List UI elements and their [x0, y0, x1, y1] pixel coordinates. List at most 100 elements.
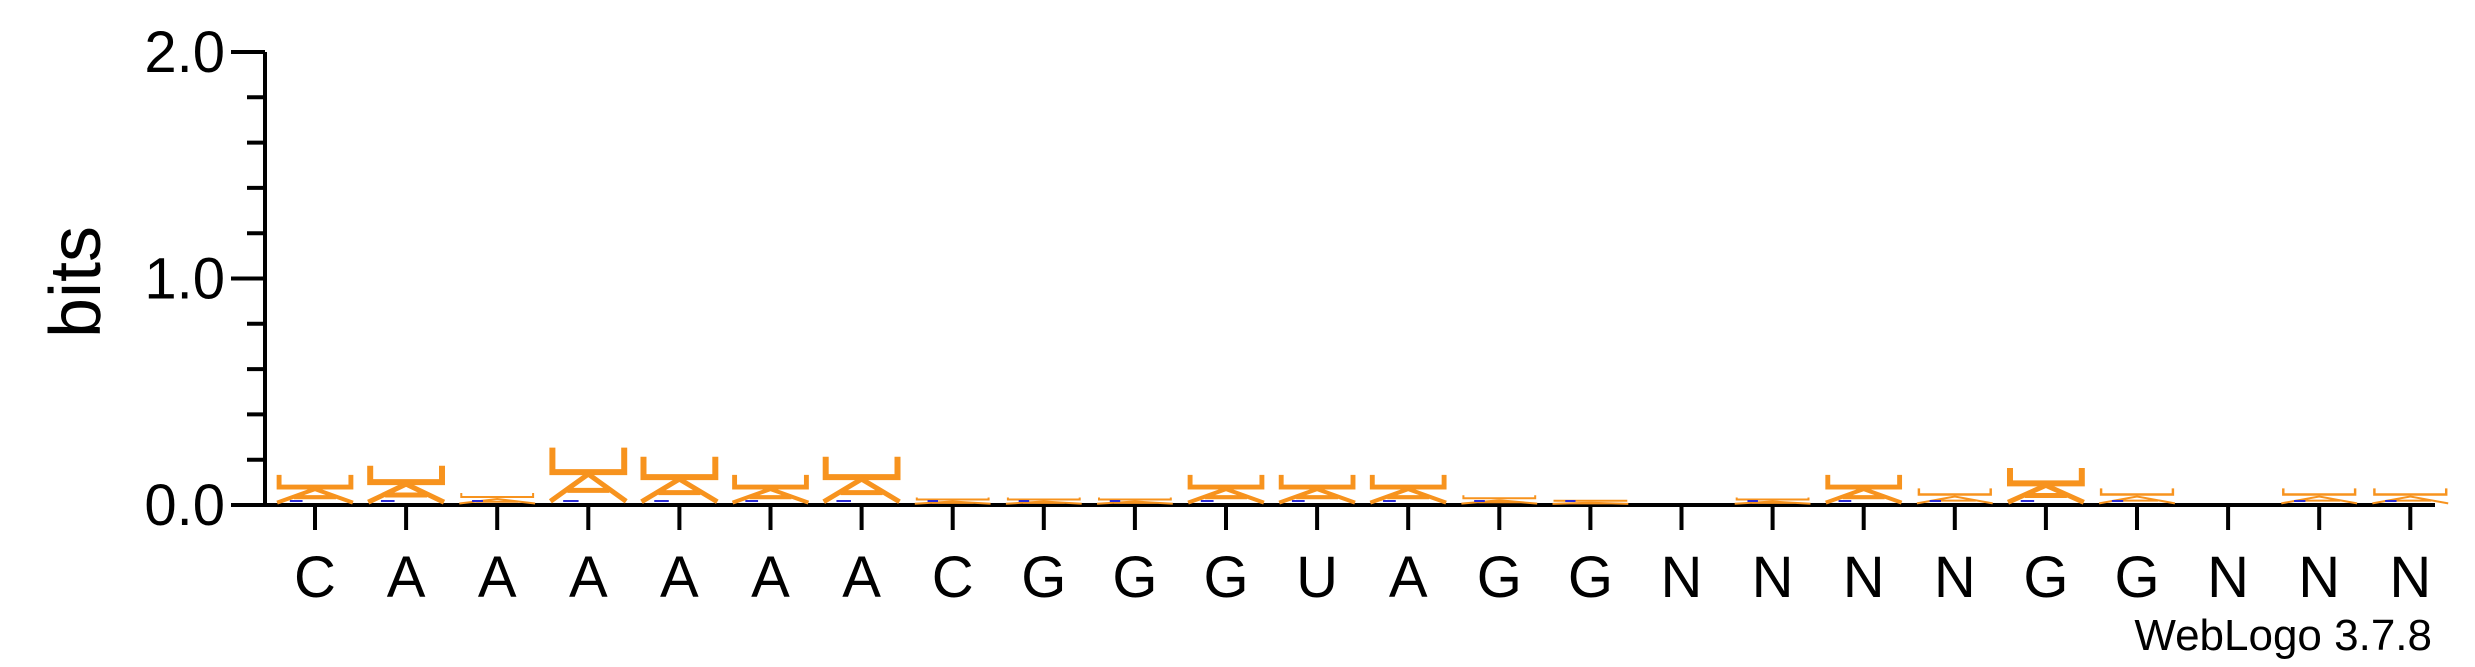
x-tick-label: A [569, 545, 608, 610]
logo-letter [2373, 488, 2448, 496]
x-tick-label: N [1843, 545, 1885, 610]
logo-letter-minor [380, 500, 395, 502]
logo-letter [640, 456, 719, 481]
logo-letter [2098, 495, 2176, 505]
logo-letter [276, 486, 354, 505]
y-axis: 0.0 1.0 2.0 [144, 20, 267, 538]
logo-letter-minor [745, 500, 759, 502]
logo-stack [2372, 488, 2449, 505]
logo-letter-minor [1109, 500, 1121, 502]
logo-stack [731, 474, 810, 505]
logo-letter-minor [1383, 500, 1396, 502]
logo-letter [1278, 474, 1356, 490]
logo-letter [732, 474, 809, 490]
logo-letter [640, 476, 719, 504]
logo-letter-minor [654, 500, 669, 502]
logo-letter [549, 447, 628, 476]
x-tick-label: C [932, 545, 974, 610]
logo-letter-minor [1565, 500, 1576, 502]
logo-letter-minor [289, 500, 303, 502]
logo-letter [731, 486, 810, 505]
logo-letter-minor [1838, 500, 1852, 502]
logo-letter [1369, 474, 1447, 490]
x-tick-label: A [1389, 545, 1428, 610]
x-tick-label: A [660, 545, 699, 610]
x-tick-label: G [1112, 545, 1157, 610]
x-tick-label: A [387, 545, 426, 610]
logo-stack [1187, 474, 1265, 505]
logo-letter [2099, 488, 2175, 496]
logo-stack [1096, 497, 1173, 505]
logo-letter-minor [1747, 500, 1758, 502]
logo-letter [1005, 500, 1082, 505]
logo-stack [1734, 497, 1811, 505]
logo-letter [822, 456, 901, 481]
x-tick-label: G [2114, 545, 2159, 610]
logo-letter [2372, 495, 2449, 505]
x-tick-label: N [1752, 545, 1794, 610]
logo-letter [367, 465, 446, 486]
logo-letter [276, 474, 354, 490]
logo-letter [915, 497, 990, 501]
logo-letter [1369, 486, 1447, 505]
logo-letter-minor [1929, 500, 1942, 502]
logo-stack [459, 492, 536, 505]
logo-letter [1825, 474, 1903, 490]
x-tick-label: G [1021, 545, 1066, 610]
logo-letter [1916, 495, 1993, 505]
logo-letter [1825, 486, 1903, 505]
logo-letter-minor [472, 500, 483, 502]
logo-letter [2281, 495, 2358, 505]
logo-stack [2006, 468, 2085, 505]
logo-letter [460, 492, 535, 499]
x-tick-label: N [1934, 545, 1976, 610]
x-tick-label: C [294, 545, 336, 610]
logo-stack [1916, 488, 1993, 505]
logo-letter-minor [1200, 500, 1214, 502]
logo-stack [822, 456, 901, 504]
logo-letter [1553, 499, 1628, 502]
logo-letter [1917, 488, 1992, 496]
logo-letter-minor [2111, 500, 2124, 502]
logo-letter-minor [1018, 500, 1030, 502]
logo-letter [1552, 501, 1629, 505]
logo-letter [1187, 486, 1265, 505]
y-tick-label: 1.0 [144, 247, 225, 312]
logo-letter [1097, 497, 1172, 501]
weblogo-credit: WebLogo 3.7.8 [2134, 611, 2432, 660]
logo-letter [914, 500, 991, 505]
logo-letter [548, 471, 628, 504]
logo-stack [1278, 474, 1356, 505]
x-tick-label: A [478, 545, 517, 610]
x-tick-label: N [2207, 545, 2249, 610]
logo-letter-minor [1474, 500, 1485, 502]
logo-letter [1462, 495, 1537, 500]
logo-letter-minor [563, 500, 579, 502]
logo-stack [2281, 488, 2358, 505]
logo-letter [459, 498, 536, 505]
x-tick-label: N [2298, 545, 2340, 610]
x-tick-label: G [1568, 545, 1613, 610]
logo-letter [2006, 482, 2085, 505]
logo-letter [1187, 474, 1265, 490]
logo-letter [2006, 468, 2085, 487]
logo-letter [822, 476, 901, 504]
x-tick-label: A [751, 545, 790, 610]
logo-stack [640, 456, 719, 504]
logo-letter-minor [1291, 500, 1305, 502]
logo-stack [1369, 474, 1447, 505]
x-tick-label: G [1203, 545, 1248, 610]
logo-letter [1735, 497, 1810, 501]
logo-stack [276, 474, 354, 505]
logo-letter-minor [836, 500, 851, 502]
y-axis-label: bits [36, 226, 116, 338]
logo-letter-minor [2294, 500, 2306, 502]
x-tick-label: N [1661, 545, 1703, 610]
x-tick-label: N [2389, 545, 2431, 610]
logo-stack [2098, 488, 2176, 505]
logo-stack [1825, 474, 1903, 505]
logo-stack [1552, 499, 1629, 505]
logo-stack [1461, 495, 1538, 505]
